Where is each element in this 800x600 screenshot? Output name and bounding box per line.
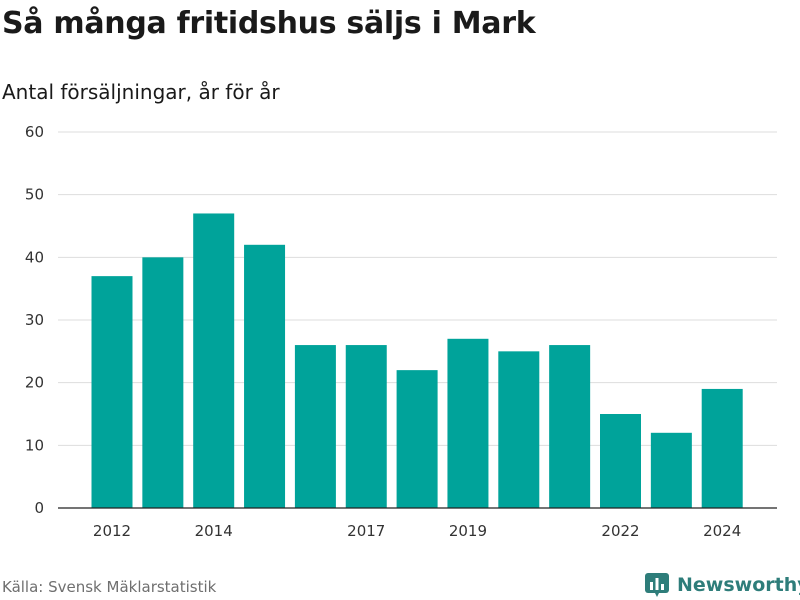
bar-2018 (396, 370, 438, 508)
bar-chart-icon (645, 573, 669, 597)
bars (91, 213, 743, 509)
y-axis: 0 10 20 30 40 50 60 (25, 123, 44, 517)
chart-subtitle: Antal försäljningar, år för år (2, 80, 280, 104)
x-tick-label: 2014 (195, 522, 233, 540)
bar-2014 (193, 213, 235, 508)
bar-2019 (447, 338, 489, 508)
x-tick-label: 2017 (347, 522, 385, 540)
x-axis: 2012 2014 2017 2019 2022 2024 (93, 522, 741, 540)
bar-2022 (600, 414, 641, 508)
x-tick-label: 2019 (449, 522, 487, 540)
bar-2015 (244, 244, 286, 509)
y-tick-label: 30 (25, 311, 44, 329)
bar-2016 (294, 345, 336, 508)
chart-title: Så många fritidshus säljs i Mark (2, 6, 536, 41)
source-note: Källa: Svensk Mäklarstatistik (2, 578, 217, 596)
y-tick-label: 50 (25, 186, 44, 204)
brand-logo: Newsworthy (645, 570, 800, 600)
bar-2021 (549, 345, 591, 508)
bar-2020 (498, 351, 540, 508)
y-tick-label: 20 (25, 374, 44, 392)
bar-2012 (91, 276, 133, 508)
bar-2013 (142, 257, 184, 508)
y-tick-label: 10 (25, 436, 44, 454)
bar-2024 (701, 388, 743, 508)
bar-2023 (650, 432, 692, 508)
bar-2017 (345, 345, 387, 508)
x-tick-label: 2022 (601, 522, 639, 540)
y-tick-label: 60 (25, 123, 44, 141)
y-tick-label: 0 (34, 499, 44, 517)
x-tick-label: 2012 (93, 522, 131, 540)
x-tick-label: 2024 (703, 522, 741, 540)
y-tick-label: 40 (25, 248, 44, 266)
brand-name: Newsworthy (677, 574, 800, 596)
